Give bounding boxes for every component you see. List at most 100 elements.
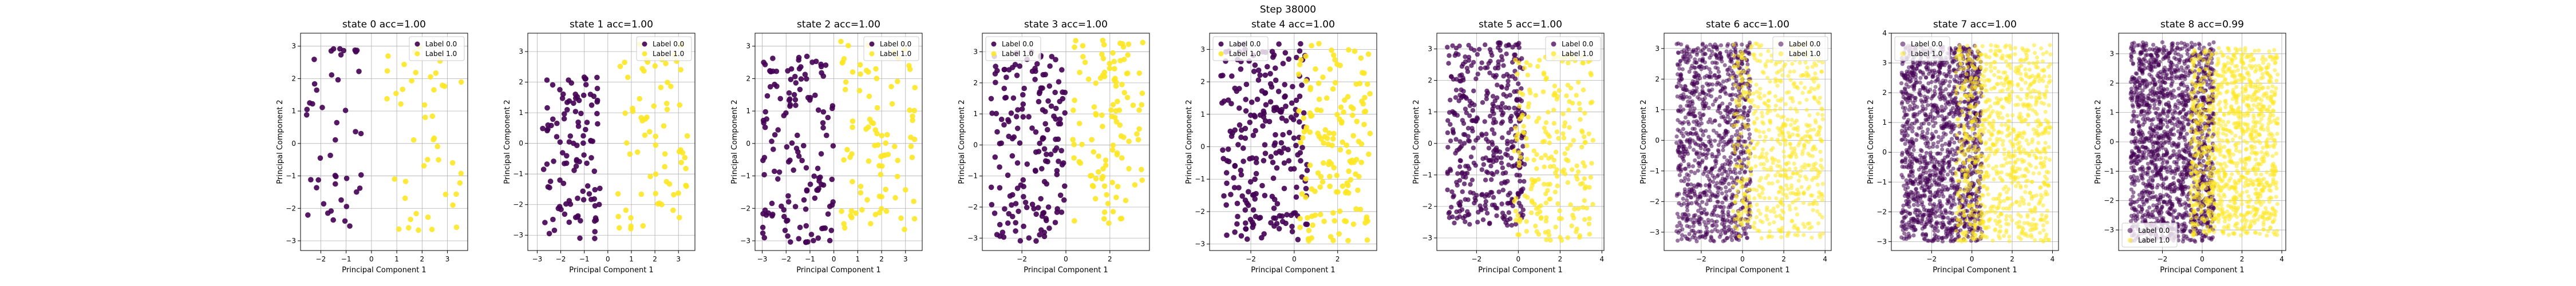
point-label-0	[815, 165, 821, 172]
point-label-0	[1677, 164, 1682, 169]
point-label-0	[1698, 146, 1703, 150]
point-label-0	[356, 69, 362, 74]
point-label-0	[547, 185, 552, 190]
point-label-0	[1020, 92, 1026, 98]
point-label-1	[840, 59, 846, 65]
point-label-1	[384, 96, 390, 102]
point-label-0	[1284, 212, 1290, 218]
y-tick-label: −3	[1422, 234, 1432, 242]
point-label-1	[1740, 165, 1744, 169]
point-label-0	[797, 86, 803, 93]
point-label-1	[1362, 220, 1368, 226]
point-label-0	[815, 235, 821, 241]
y-tick-label: 1	[1200, 110, 1205, 118]
point-label-0	[1062, 183, 1068, 189]
point-label-1	[1082, 59, 1088, 65]
axes-frame	[1436, 33, 1605, 251]
point-label-1	[1789, 146, 1793, 150]
point-label-0	[1049, 54, 1055, 59]
point-label-0	[1710, 152, 1714, 157]
point-label-1	[617, 63, 623, 69]
point-label-1	[1513, 125, 1518, 131]
point-label-1	[1733, 217, 1737, 222]
point-label-1	[1513, 209, 1519, 214]
point-label-1	[1783, 138, 1787, 142]
point-label-0	[1458, 158, 1463, 164]
point-label-0	[1231, 185, 1238, 190]
point-label-0	[1683, 176, 1688, 180]
point-label-1	[1781, 174, 1785, 178]
point-label-1	[1755, 202, 1759, 207]
point-label-0	[1677, 149, 1681, 154]
point-label-1	[670, 207, 676, 213]
point-label-1	[1309, 43, 1314, 49]
point-label-0	[772, 168, 777, 174]
point-label-0	[1490, 106, 1495, 112]
point-label-0	[1451, 110, 1456, 116]
point-label-0	[1688, 145, 1692, 149]
point-label-0	[308, 177, 314, 183]
point-label-0	[1937, 214, 1942, 219]
point-label-0	[770, 55, 776, 61]
point-label-1	[1107, 61, 1113, 66]
point-label-1	[1747, 151, 1752, 156]
point-label-0	[1964, 117, 1969, 121]
point-label-0	[1512, 105, 1517, 111]
point-label-1	[1307, 86, 1313, 93]
point-label-1	[1113, 194, 1119, 200]
point-label-0	[1218, 73, 1224, 79]
point-label-0	[772, 132, 778, 138]
point-label-0	[1900, 220, 1905, 224]
point-label-0	[1236, 86, 1242, 92]
point-label-1	[1757, 156, 1762, 160]
point-label-0	[564, 107, 570, 113]
point-label-0	[770, 212, 776, 217]
point-label-1	[1779, 235, 1784, 240]
point-label-0	[1495, 65, 1501, 71]
point-label-1	[1533, 93, 1538, 98]
point-label-1	[1786, 74, 1791, 78]
point-label-1	[1580, 60, 1585, 66]
point-label-1	[1739, 180, 1744, 185]
point-label-0	[1277, 148, 1282, 154]
point-label-1	[1809, 168, 1814, 172]
point-label-0	[828, 228, 835, 233]
point-label-0	[1941, 194, 1946, 199]
point-label-0	[1244, 236, 1250, 242]
point-label-0	[1699, 67, 1704, 72]
point-label-1	[1517, 116, 1523, 122]
point-label-1	[425, 214, 431, 220]
point-label-0	[1718, 89, 1723, 93]
point-label-1	[1080, 43, 1086, 49]
point-label-1	[1784, 193, 1788, 197]
figure-suptitle: Step 38000	[1260, 4, 1316, 15]
point-label-1	[402, 178, 409, 185]
point-label-0	[1975, 95, 1980, 100]
point-label-0	[1253, 170, 1259, 177]
point-label-1	[1524, 60, 1529, 65]
point-label-0	[1708, 70, 1713, 75]
point-label-0	[1742, 106, 1747, 110]
point-label-1	[1810, 65, 1815, 69]
point-label-1	[1115, 184, 1121, 190]
point-label-1	[1737, 98, 1742, 103]
x-tick-label: −2	[556, 255, 566, 263]
point-label-0	[1918, 76, 1923, 80]
point-label-1	[1348, 177, 1354, 183]
point-label-0	[559, 96, 566, 101]
point-label-1	[1526, 104, 1531, 110]
point-label-0	[1728, 102, 1732, 106]
y-tick-label: −3	[967, 234, 978, 242]
point-label-0	[1732, 230, 1736, 235]
point-label-0	[1040, 210, 1046, 216]
point-label-1	[622, 110, 628, 116]
point-label-1	[1732, 142, 1736, 147]
point-label-0	[1913, 103, 1917, 108]
point-label-0	[1032, 77, 1038, 82]
point-label-0	[1238, 233, 1244, 239]
y-tick-label: −3	[740, 237, 750, 245]
point-label-0	[591, 168, 598, 174]
point-label-0	[1725, 114, 1730, 119]
point-label-1	[1330, 86, 1336, 92]
point-label-0	[1741, 109, 1746, 114]
